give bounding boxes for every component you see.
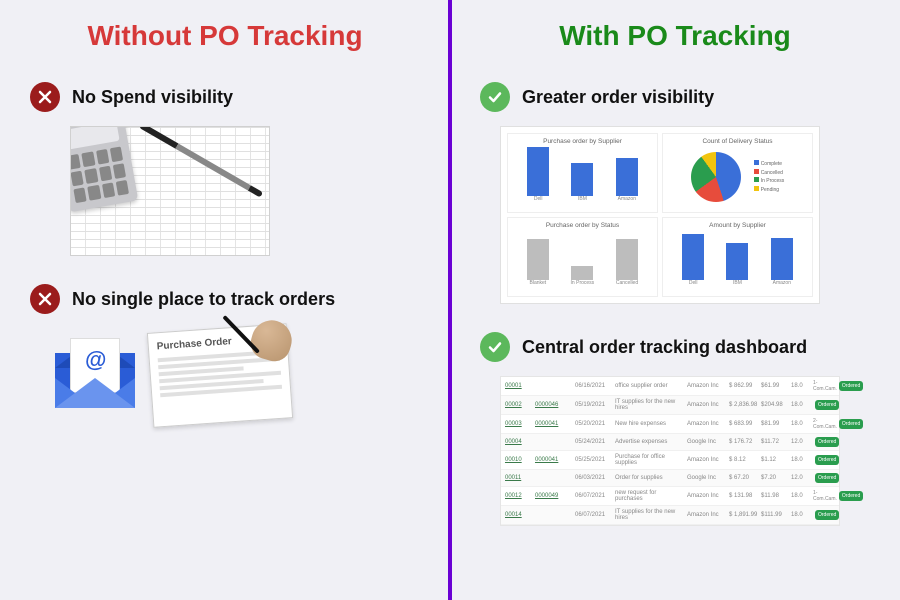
- without-item-2: No single place to track orders @ Purcha…: [30, 284, 420, 423]
- item-head: Greater order visibility: [480, 82, 870, 112]
- dashboard-illustration: Purchase order by SupplierDellIBMAmazonC…: [500, 126, 870, 304]
- with-column: With PO Tracking Greater order visibilit…: [450, 0, 900, 600]
- table-row: 00001 06/16/2021 office supplier order A…: [501, 377, 839, 396]
- item-head: No Spend visibility: [30, 82, 420, 112]
- without-column: Without PO Tracking No Spend visibility: [0, 0, 450, 600]
- without-title: Without PO Tracking: [30, 20, 420, 52]
- x-icon: [30, 284, 60, 314]
- x-icon: [30, 82, 60, 112]
- table-row: 00003 0000041 05/20/2021 New hire expens…: [501, 415, 839, 434]
- item-label: Central order tracking dashboard: [522, 337, 807, 358]
- mini-bar-chart: Purchase order by StatusBlanketIn Proces…: [507, 217, 658, 297]
- table-row: 00014 06/07/2021 IT supplies for the new…: [501, 506, 839, 525]
- without-item-1: No Spend visibility: [30, 82, 420, 256]
- email-icon: @: [50, 328, 140, 408]
- item-label: No Spend visibility: [72, 87, 233, 108]
- purchase-order-paper: Purchase Order: [147, 323, 293, 428]
- mini-bar-chart: Purchase order by SupplierDellIBMAmazon: [507, 133, 658, 213]
- table-row: 00010 0000041 05/25/2021 Purchase for of…: [501, 451, 839, 470]
- mini-pie-chart: Count of Delivery StatusCompleteCancelle…: [662, 133, 813, 213]
- item-head: No single place to track orders: [30, 284, 420, 314]
- tracking-table: 00001 06/16/2021 office supplier order A…: [500, 376, 840, 526]
- table-row: 00004 05/24/2021 Advertise expenses Goog…: [501, 434, 839, 451]
- table-row: 00011 06/03/2021 Order for supplies Goog…: [501, 470, 839, 487]
- spreadsheet-illustration: [70, 126, 420, 256]
- item-label: No single place to track orders: [72, 289, 335, 310]
- vertical-divider: [448, 0, 452, 600]
- with-item-1: Greater order visibility Purchase order …: [480, 82, 870, 304]
- email-po-illustration: @ Purchase Order: [50, 328, 420, 423]
- mini-bar-chart: Amount by SupplierDellIBMAmazon: [662, 217, 813, 297]
- item-head: Central order tracking dashboard: [480, 332, 870, 362]
- table-row: 00012 0000049 06/07/2021 new request for…: [501, 487, 839, 506]
- check-icon: [480, 82, 510, 112]
- item-label: Greater order visibility: [522, 87, 714, 108]
- check-icon: [480, 332, 510, 362]
- with-title: With PO Tracking: [480, 20, 870, 52]
- with-item-2: Central order tracking dashboard 00001 0…: [480, 332, 870, 526]
- table-row: 00002 0000046 05/19/2021 IT supplies for…: [501, 396, 839, 415]
